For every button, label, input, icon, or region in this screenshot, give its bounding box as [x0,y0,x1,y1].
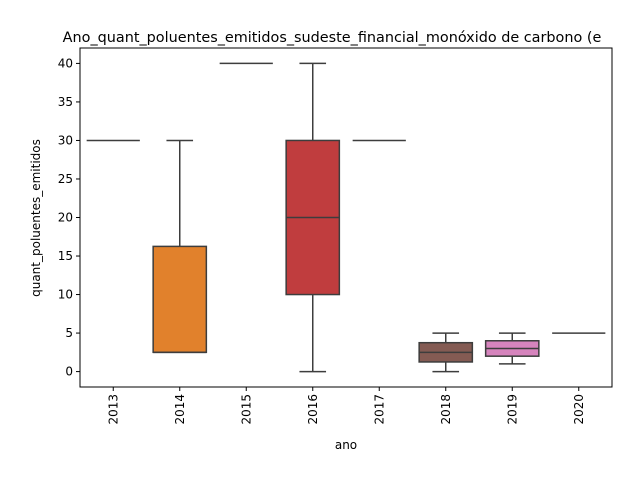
x-tick-label: 2015 [239,394,253,425]
box-2018 [418,332,474,373]
y-tick-label: 35 [58,95,73,109]
y-tick-label: 30 [58,133,73,147]
box-2019 [484,332,540,365]
x-tick-label: 2020 [572,394,586,425]
y-axis: 0 5 10 15 20 25 30 35 40 [58,56,80,379]
y-tick-label: 15 [58,249,73,263]
y-axis-label: quant_poluentes_emitidos [29,139,43,297]
x-tick-label: 2019 [505,394,519,425]
chart-title: Ano_quant_poluentes_emitidos_sudeste_fin… [63,30,602,46]
x-tick-label: 2018 [439,394,453,425]
x-tick-label: 2016 [306,394,320,425]
y-tick-label: 20 [58,211,73,225]
x-tick-label: 2014 [173,394,187,425]
x-axis: 2013 2014 2015 2016 2017 2018 2019 2020 [106,387,586,425]
box-2016 [285,62,341,373]
y-tick-label: 25 [58,172,73,186]
x-tick-label: 2017 [372,394,386,425]
y-tick-label: 0 [65,365,73,379]
x-axis-label: ano [335,438,357,452]
x-tick-label: 2013 [106,394,120,425]
box-2014 [152,139,208,354]
box-body [152,245,208,354]
y-tick-label: 5 [65,326,73,340]
y-tick-label: 10 [58,288,73,302]
y-tick-label: 40 [58,56,73,70]
plot-area [86,62,606,373]
